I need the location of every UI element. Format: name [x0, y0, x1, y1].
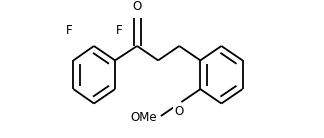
- Text: O: O: [133, 0, 142, 13]
- Text: OMe: OMe: [131, 111, 157, 124]
- Text: F: F: [66, 24, 73, 37]
- Text: O: O: [175, 105, 184, 118]
- Text: F: F: [116, 24, 122, 37]
